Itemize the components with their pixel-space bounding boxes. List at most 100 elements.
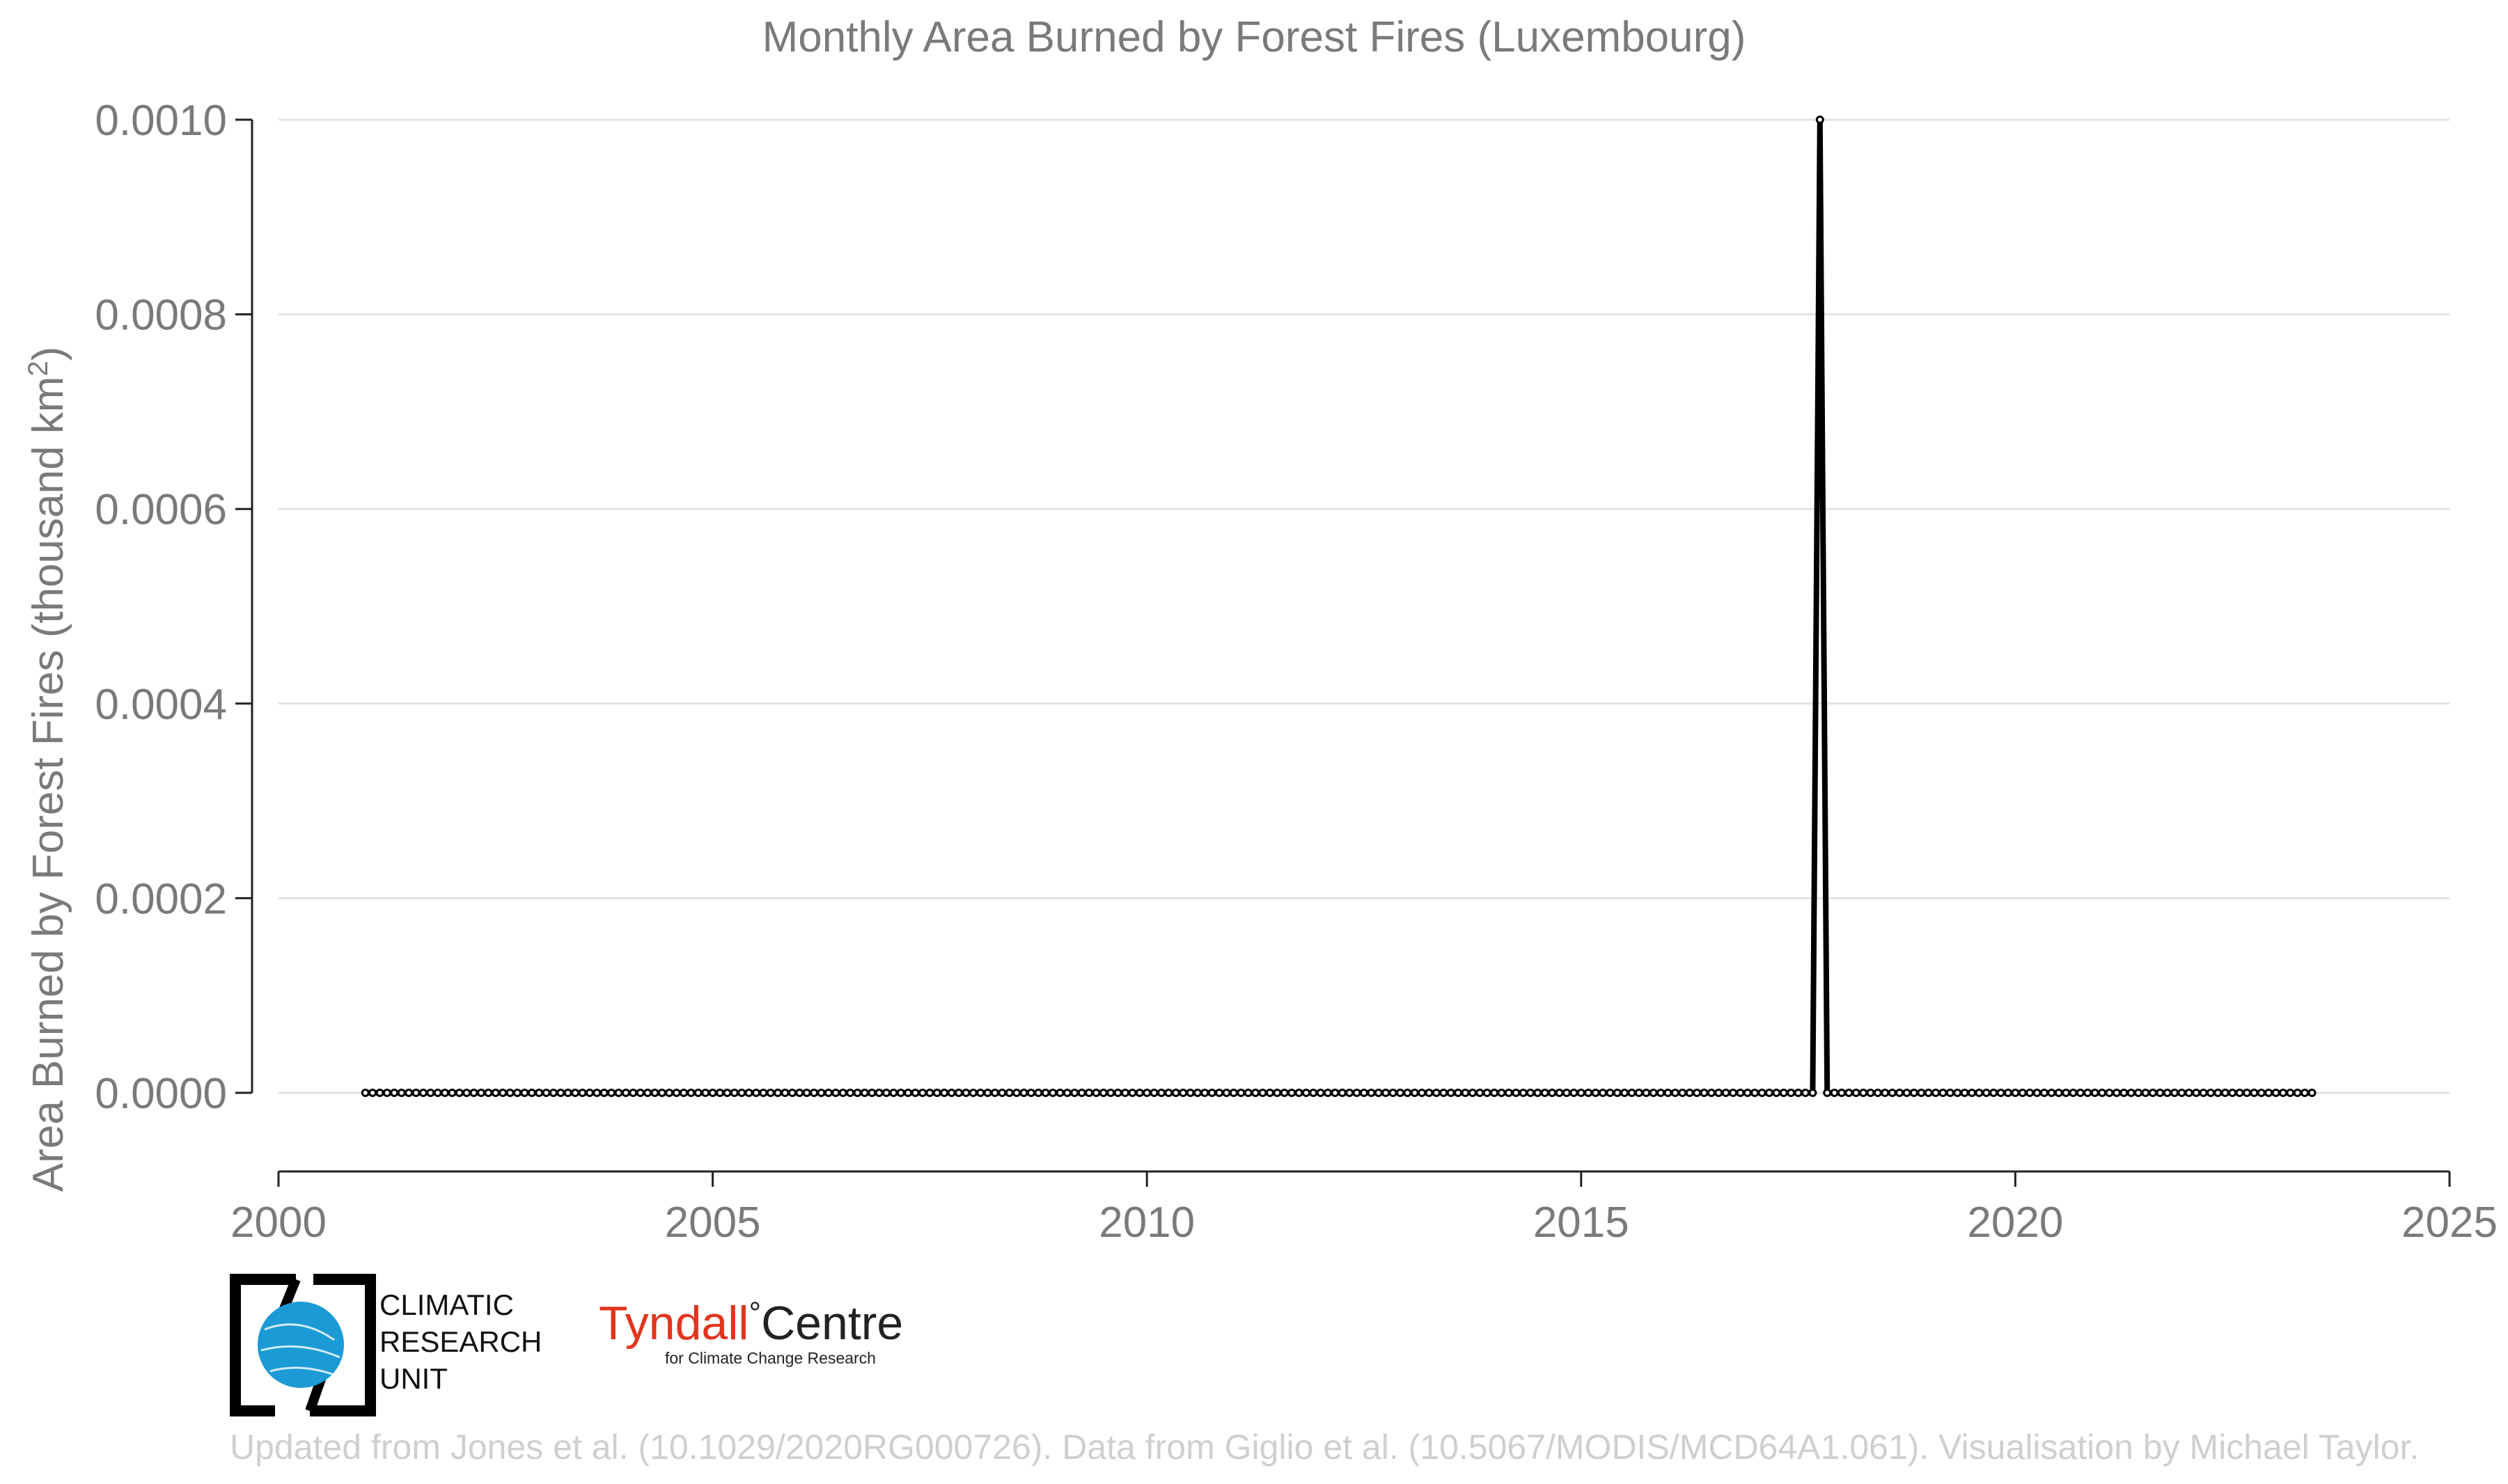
data-point: [1034, 1089, 1043, 1097]
data-point: [1765, 1089, 1773, 1097]
data-point: [2177, 1089, 2186, 1097]
data-point: [1396, 1089, 1404, 1097]
data-point: [1468, 1089, 1477, 1097]
data-point: [1801, 1089, 1810, 1097]
data-point: [1164, 1089, 1173, 1097]
data-point: [802, 1089, 811, 1097]
data-point: [1888, 1089, 1897, 1097]
data-point: [1019, 1089, 1028, 1097]
data-point: [1823, 1089, 1832, 1097]
data-point: [774, 1089, 783, 1097]
data-point: [1642, 1089, 1651, 1097]
data-point: [1721, 1089, 1730, 1097]
data-point: [1772, 1089, 1781, 1097]
data-point: [2307, 1089, 2317, 1097]
data-point: [1844, 1089, 1853, 1097]
data-point: [2032, 1089, 2041, 1097]
data-point: [1316, 1089, 1325, 1097]
data-point: [730, 1089, 739, 1097]
data-point: [1215, 1089, 1224, 1097]
data-point: [1757, 1089, 1766, 1097]
data-point: [462, 1089, 471, 1097]
data-point: [1548, 1089, 1557, 1097]
data-point: [1150, 1089, 1159, 1097]
data-point: [1143, 1089, 1152, 1097]
data-point: [904, 1089, 913, 1097]
y-axis-label: Area Burned by Forest Fires (thousand km…: [23, 347, 72, 1192]
data-point: [962, 1089, 971, 1097]
data-point: [1026, 1089, 1035, 1097]
data-point: [1432, 1089, 1441, 1097]
data-point: [2220, 1089, 2229, 1097]
data-point: [1425, 1089, 1434, 1097]
data-point: [882, 1089, 891, 1097]
data-point: [766, 1089, 775, 1097]
data-point: [657, 1089, 666, 1097]
data-point: [405, 1089, 414, 1097]
data-point: [412, 1089, 421, 1097]
data-point: [1229, 1089, 1238, 1097]
data-point: [2076, 1089, 2085, 1097]
data-point: [1649, 1089, 1658, 1097]
data-point: [1576, 1089, 1585, 1097]
data-point: [831, 1089, 840, 1097]
data-point: [1569, 1089, 1578, 1097]
data-point: [1128, 1089, 1137, 1097]
data-point: [1324, 1089, 1332, 1097]
data-point: [708, 1089, 717, 1097]
data-point: [2112, 1089, 2121, 1097]
data-point: [607, 1089, 616, 1097]
data-point: [1461, 1089, 1470, 1097]
data-point: [2257, 1089, 2266, 1097]
data-point: [1374, 1089, 1383, 1097]
data-point: [860, 1089, 869, 1097]
data-point: [1092, 1089, 1101, 1097]
data-point: [484, 1089, 493, 1097]
data-point: [2004, 1089, 2012, 1097]
data-point: [1049, 1089, 1058, 1097]
data-point: [614, 1089, 623, 1097]
data-point: [810, 1089, 819, 1097]
data-point: [955, 1089, 963, 1097]
data-point: [672, 1089, 681, 1097]
data-point: [1113, 1089, 1122, 1097]
data-point: [1418, 1089, 1427, 1097]
data-point: [542, 1089, 551, 1097]
data-point: [1446, 1089, 1455, 1097]
data-point: [2271, 1089, 2280, 1097]
data-point: [477, 1089, 485, 1097]
data-point: [1085, 1089, 1094, 1097]
data-point: [1179, 1089, 1188, 1097]
data-point: [535, 1089, 544, 1097]
data-point: [1287, 1089, 1296, 1097]
data-point: [1591, 1089, 1600, 1097]
data-point: [1265, 1089, 1274, 1097]
data-point: [2011, 1089, 2020, 1097]
x-tick-label: 2020: [1967, 1199, 2063, 1247]
data-point: [643, 1089, 652, 1097]
data-point: [1743, 1089, 1752, 1097]
data-point: [1960, 1089, 1969, 1097]
data-point: [787, 1089, 797, 1097]
data-point: [693, 1089, 703, 1097]
data-point: [1207, 1089, 1216, 1097]
data-point: [621, 1089, 630, 1097]
y-tick-label: 0.0006: [95, 486, 227, 534]
data-point: [1656, 1089, 1666, 1097]
data-point: [1670, 1089, 1679, 1097]
data-point: [1063, 1089, 1072, 1097]
data-point: [925, 1089, 934, 1097]
data-point: [2170, 1089, 2179, 1097]
data-point: [2250, 1089, 2259, 1097]
data-point: [1099, 1089, 1108, 1097]
data-point: [1750, 1089, 1759, 1097]
data-point: [1352, 1089, 1361, 1097]
data-point: [2134, 1089, 2143, 1097]
data-point: [1599, 1089, 1607, 1097]
y-tick-label: 0.0002: [95, 875, 227, 923]
data-point: [1678, 1089, 1687, 1097]
data-point: [1931, 1089, 1941, 1097]
data-point: [2062, 1089, 2071, 1097]
data-point: [1634, 1089, 1643, 1097]
data-point: [1729, 1089, 1738, 1097]
